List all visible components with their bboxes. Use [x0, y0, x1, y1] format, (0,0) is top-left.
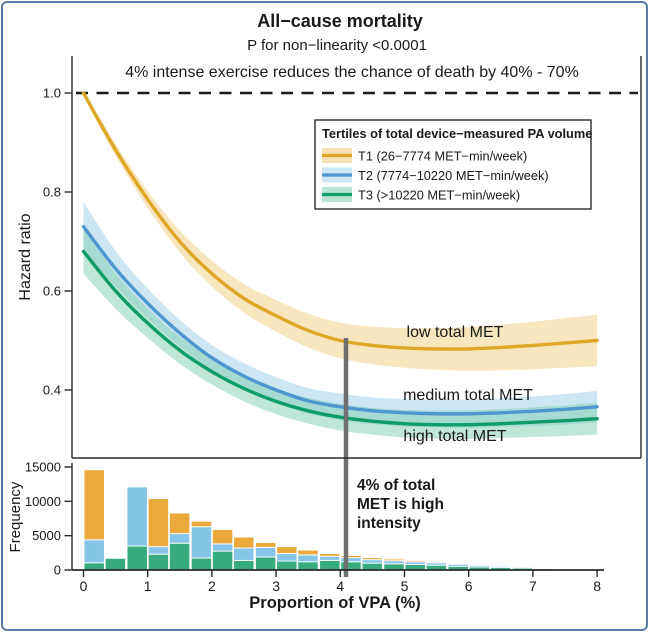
t2-ci-band [83, 201, 598, 429]
histogram-bars [83, 469, 598, 571]
chart-subtitle: P for non−linearity <0.0001 [247, 37, 427, 54]
x-tick-label: 2 [208, 578, 216, 594]
legend: Tertiles of total device−measured PA vol… [314, 119, 592, 210]
ci-ribbons [83, 90, 598, 440]
hist-bar-green [104, 557, 127, 571]
legend-item-label: T1 (26−7774 MET−min/week) [358, 149, 527, 164]
legend-title: Tertiles of total device−measured PA vol… [322, 126, 592, 141]
hazard-curves [81, 91, 599, 427]
main-y-tick-label: 0.6 [43, 284, 61, 299]
gray-annotation-line3: intensity [357, 515, 421, 532]
hist-bar-green [297, 561, 319, 571]
legend-item: T3 (>10220 MET−min/week) [322, 187, 520, 203]
legend-box [314, 119, 592, 210]
legend-item-label: T2 (7774−10220 MET−min/week) [358, 168, 549, 183]
x-axis-title: Proportion of VPA (%) [249, 594, 420, 612]
hist-bar-blue [126, 486, 148, 547]
hist-bar-orange [340, 555, 362, 559]
hist-bar-green [254, 556, 277, 571]
curve-label-medium: medium total MET [403, 387, 533, 404]
main-y-tick-label: 1.0 [43, 86, 61, 101]
hist-bar-green [233, 559, 255, 571]
hist-bar-orange [383, 558, 405, 562]
hist-bar-orange [468, 564, 491, 566]
hist-bar-orange [276, 546, 298, 554]
curve-label-high: high total MET [403, 428, 506, 445]
t1-curve [81, 91, 599, 351]
hist-y-axis-title: Frequency [7, 481, 24, 552]
hist-bar-orange [190, 520, 213, 528]
legend-item-label: T3 (>10220 MET−min/week) [358, 188, 520, 203]
axes: 1.0 0.8 0.6 0.4 0 5000 10000 15000 0 1 2 3 4 5 6 7 8 [25, 56, 642, 594]
hist-bar-orange [147, 498, 170, 548]
x-tick-label: 6 [465, 578, 473, 594]
hist-bar-green [126, 545, 148, 571]
hist-bar-green [168, 542, 191, 571]
hist-bar-blue [361, 559, 383, 564]
hist-bar-blue [147, 546, 170, 555]
hist-bar-orange [447, 563, 469, 565]
t1-ci-band [83, 90, 598, 371]
hist-bar-green [383, 563, 405, 571]
t3-curve [81, 249, 599, 427]
curve-label-low: low total MET [407, 324, 504, 341]
x-tick-label: 5 [401, 578, 409, 594]
hist-bar-blue [254, 546, 277, 558]
hist-y-tick-label: 10000 [25, 494, 61, 509]
main-y-axis-title: Hazard ratio [17, 213, 34, 300]
main-y-tick-label: 0.8 [43, 185, 61, 200]
red-annotation: 4% intense exercise reduces the chance o… [125, 64, 579, 81]
hist-bar-orange [254, 542, 277, 548]
hist-bar-green [211, 550, 234, 571]
hist-bar-orange [319, 553, 341, 557]
hist-bar-blue [233, 547, 255, 561]
hist-bar-blue [83, 539, 105, 564]
hist-bar-orange [168, 512, 191, 535]
hist-bar-orange [211, 529, 234, 545]
hist-bar-orange [404, 559, 426, 563]
x-tick-label: 1 [144, 578, 152, 594]
chart-title: All−cause mortality [257, 11, 423, 31]
x-tick-label: 7 [529, 578, 537, 594]
hist-bar-blue [190, 526, 213, 559]
t2-curve [81, 224, 599, 416]
hist-bar-blue [297, 554, 319, 563]
hist-bar-blue [168, 533, 191, 544]
legend-item: T2 (7774−10220 MET−min/week) [322, 167, 549, 183]
hist-bar-blue [276, 553, 298, 562]
hist-y-tick-label: 5000 [32, 528, 61, 543]
hist-bar-green [190, 557, 213, 571]
gray-annotation-line1: 4% of total [357, 477, 435, 494]
hist-bar-orange [297, 549, 319, 556]
t3-ci-band [83, 229, 598, 440]
hist-y-tick-label: 15000 [25, 460, 61, 475]
legend-item: T1 (26−7774 MET−min/week) [322, 148, 527, 164]
hist-bar-blue [383, 560, 405, 565]
hist-bar-green [276, 560, 298, 571]
hist-bar-green [319, 559, 341, 571]
x-tick-label: 8 [593, 578, 601, 594]
hist-bar-orange [83, 469, 105, 541]
x-tick-label: 4 [336, 578, 344, 594]
hist-bar-green [147, 553, 170, 571]
hist-bar-orange [233, 536, 255, 549]
gray-annotation-line2: MET is high [357, 496, 444, 513]
hist-bar-blue [319, 555, 341, 561]
hist-bar-orange [361, 557, 383, 561]
x-tick-label: 0 [80, 578, 88, 594]
hist-bar-orange [425, 561, 448, 564]
hist-bar-green [83, 562, 105, 571]
x-tick-label: 3 [272, 578, 280, 594]
hist-y-tick-label: 0 [54, 563, 61, 578]
hist-bar-blue [211, 543, 234, 552]
hist-bar-green [361, 562, 383, 571]
main-y-tick-label: 0.4 [43, 383, 61, 398]
